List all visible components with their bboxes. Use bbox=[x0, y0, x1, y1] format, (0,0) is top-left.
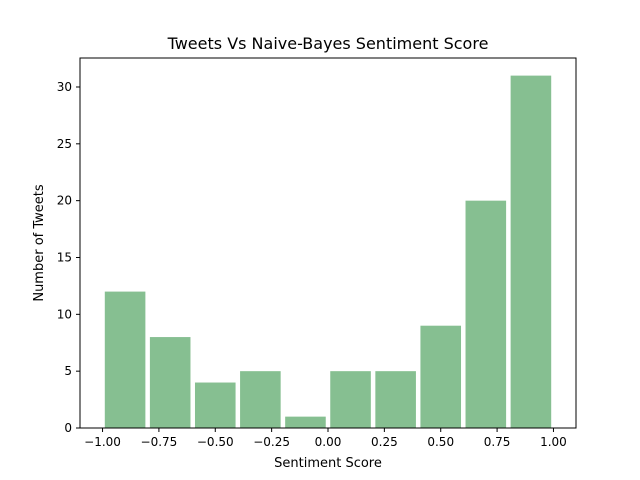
y-axis-ticks: 0 5 10 15 20 25 30 bbox=[57, 80, 80, 435]
x-tick-label: −0.25 bbox=[253, 435, 290, 449]
x-tick-label: 0.75 bbox=[484, 435, 511, 449]
y-tick-label: 5 bbox=[64, 364, 72, 378]
bar bbox=[285, 416, 326, 428]
x-tick-label: −0.75 bbox=[141, 435, 178, 449]
plot-frame bbox=[79, 57, 577, 429]
x-axis-ticks: −1.00 −0.75 −0.50 −0.25 0.00 0.25 0.50 0.75 1.00 bbox=[84, 428, 567, 449]
y-tick-label: 15 bbox=[57, 250, 72, 264]
y-tick-label: 10 bbox=[57, 307, 72, 321]
y-tick-label: 20 bbox=[57, 194, 72, 208]
x-tick-label: 0.50 bbox=[427, 435, 454, 449]
x-tick-label: 0.25 bbox=[371, 435, 398, 449]
bar bbox=[240, 371, 281, 428]
bar bbox=[149, 337, 191, 428]
x-tick-label: −1.00 bbox=[84, 435, 121, 449]
y-axis-label: Number of Tweets bbox=[32, 184, 47, 302]
bars-group bbox=[104, 75, 552, 428]
chart-title: Tweets Vs Naive-Bayes Sentiment Score bbox=[167, 34, 489, 53]
bar bbox=[420, 325, 462, 428]
y-tick-label: 0 bbox=[64, 421, 72, 435]
bar bbox=[375, 371, 416, 428]
bar bbox=[330, 371, 371, 428]
x-tick-label: −0.50 bbox=[197, 435, 234, 449]
x-tick-label: 1.00 bbox=[540, 435, 567, 449]
y-tick-label: 30 bbox=[57, 80, 72, 94]
bar bbox=[465, 200, 507, 428]
bar bbox=[104, 291, 146, 428]
bar bbox=[510, 75, 552, 428]
y-tick-label: 25 bbox=[57, 137, 72, 151]
x-tick-label: 0.00 bbox=[315, 435, 342, 449]
x-axis-label: Sentiment Score bbox=[274, 456, 382, 471]
bar bbox=[194, 382, 236, 428]
